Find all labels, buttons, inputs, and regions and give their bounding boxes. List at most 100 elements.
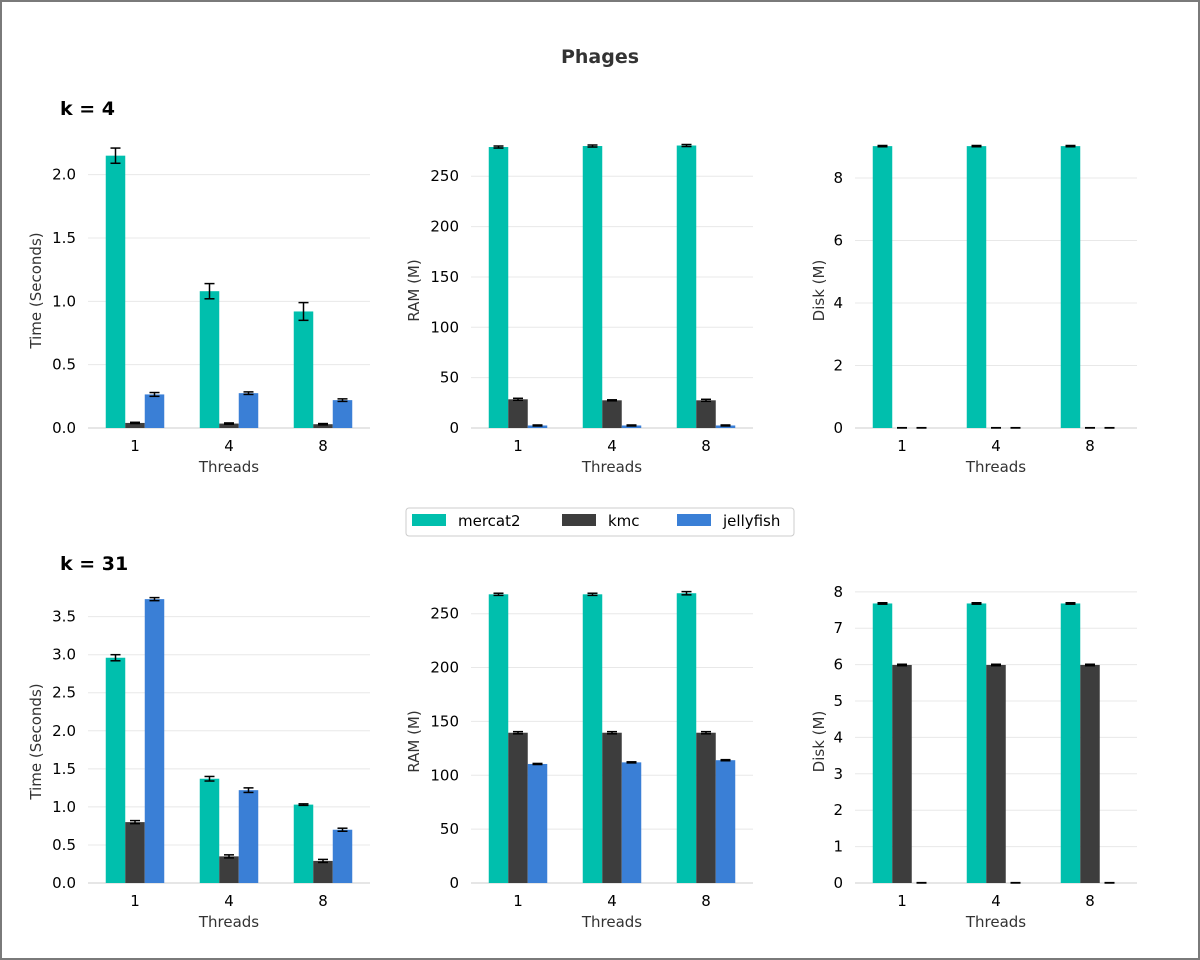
x-tick-label: 4 [607,892,617,910]
x-axis-label: Threads [198,913,259,931]
bar-mercat2-8 [676,145,697,428]
y-tick-label: 3 [833,765,843,783]
y-tick-label: 150 [430,712,459,730]
bar-mercat2-4 [966,603,987,883]
y-tick-label: 1.0 [52,798,76,816]
bar-jellyfish-1 [144,599,165,883]
y-tick-label: 0.0 [52,874,76,892]
y-tick-label: 0.5 [52,836,76,854]
y-tick-label: 100 [430,766,459,784]
y-tick-label: 100 [430,318,459,336]
bar-kmc-4 [219,423,239,428]
x-tick-label: 1 [513,892,523,910]
y-tick-label: 0 [449,874,459,892]
y-tick-label: 2.0 [52,166,76,184]
x-axis-label: Threads [581,458,642,476]
bar-mercat2-8 [293,804,314,883]
bar-jellyfish-8 [715,760,736,883]
y-tick-label: 250 [430,167,459,185]
subplot-3: 0 2 4 6 8 1 4 8 Threads Disk (M) [810,144,1137,476]
bar-kmc-1 [508,732,528,883]
legend-label-jellyfish: jellyfish [722,512,780,530]
x-axis-label: Threads [965,913,1026,931]
bar-mercat2-1 [872,603,893,883]
x-tick-label: 8 [1085,892,1095,910]
x-tick-label: 1 [513,437,523,455]
bar-kmc-8 [1080,664,1100,883]
y-axis-label: Disk (M) [810,260,828,322]
subplot-5: 0 50 100 150 200 250 1 4 8 Threads RAM (M) [405,590,753,931]
y-tick-label: 5 [833,692,843,710]
x-tick-label: 8 [701,437,711,455]
y-axis-label: RAM (M) [405,259,423,321]
x-axis-label: Threads [198,458,259,476]
subplot-2: 0 50 100 150 200 250 1 4 8 Threads RAM (M) [405,143,753,476]
bar-mercat2-8 [1060,603,1081,883]
y-tick-label: 3.5 [52,608,76,626]
subplot-6: 0 1 2 3 4 5 6 7 8 1 4 8 Threads Disk (M) [810,583,1137,931]
y-tick-label: 200 [430,659,459,677]
row-label-k31: k = 31 [60,553,128,575]
y-tick-label: 8 [833,169,843,187]
y-tick-label: 3.0 [52,646,76,664]
bar-kmc-4 [986,664,1006,883]
x-tick-label: 8 [1085,437,1095,455]
bar-kmc-1 [892,664,912,883]
y-tick-label: 8 [833,583,843,601]
legend-swatch-kmc [562,514,596,526]
x-tick-label: 1 [130,437,140,455]
x-tick-label: 4 [991,892,1001,910]
bar-mercat2-4 [582,594,603,883]
bar-jellyfish-1 [527,763,548,883]
y-tick-label: 0.0 [52,419,76,437]
x-axis-label: Threads [581,913,642,931]
bar-jellyfish-4 [238,393,259,428]
bar-mercat2-4 [582,146,603,429]
y-axis-label: Disk (M) [810,711,828,773]
bar-mercat2-4 [199,291,220,428]
bar-kmc-8 [313,860,333,883]
bar-kmc-8 [696,400,716,428]
y-tick-label: 150 [430,268,459,286]
y-tick-label: 6 [833,656,843,674]
bar-kmc-1 [508,399,528,428]
y-tick-label: 1.5 [52,229,76,247]
x-tick-label: 1 [897,437,907,455]
x-tick-label: 8 [318,892,328,910]
bar-jellyfish-4 [238,790,259,883]
bar-jellyfish-8 [715,425,736,428]
bar-kmc-1 [125,422,145,428]
y-axis-label: Time (Seconds) [27,232,45,349]
bar-mercat2-1 [488,594,509,883]
x-tick-label: 4 [991,437,1001,455]
figure-title: Phages [561,46,639,68]
legend-swatch-jellyfish [677,514,711,526]
bar-jellyfish-8 [332,829,353,883]
bar-mercat2-8 [1060,146,1081,428]
y-tick-label: 2.5 [52,684,76,702]
subplot-4: 0.0 0.5 1.0 1.5 2.0 2.5 3.0 3.5 1 4 8 Threads Time (… [27,596,370,931]
bar-kmc-8 [696,732,716,883]
x-tick-label: 1 [897,892,907,910]
bar-mercat2-1 [105,155,126,428]
bar-jellyfish-1 [527,425,548,428]
y-tick-label: 1.5 [52,760,76,778]
bar-mercat2-4 [966,146,987,428]
y-tick-label: 0.5 [52,356,76,374]
x-tick-label: 1 [130,892,140,910]
bar-mercat2-8 [676,593,697,883]
legend-label-kmc: kmc [608,512,640,530]
bar-mercat2-1 [105,657,126,883]
y-tick-label: 250 [430,605,459,623]
x-tick-label: 8 [318,437,328,455]
y-axis-label: RAM (M) [405,710,423,772]
y-tick-label: 2.0 [52,722,76,740]
y-tick-label: 4 [833,728,843,746]
y-tick-label: 4 [833,294,843,312]
subplot-1: 0.0 0.5 1.0 1.5 2.0 1 4 8 Threads Time (Seconds) [27,147,370,476]
bar-kmc-4 [602,732,622,883]
bar-kmc-1 [125,822,145,883]
y-tick-label: 2 [833,801,843,819]
bar-kmc-4 [602,400,622,428]
